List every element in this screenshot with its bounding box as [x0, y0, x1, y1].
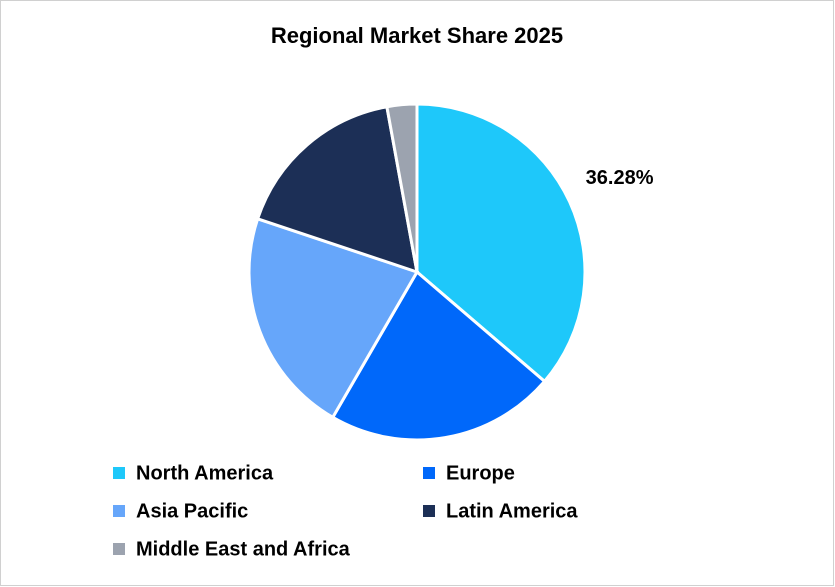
legend-marker: [113, 467, 125, 479]
legend-label: Latin America: [446, 500, 578, 522]
pie-slice: [330, 269, 547, 442]
legend-label: Middle East and Africa: [136, 538, 351, 560]
data-label: 36.28%: [586, 167, 654, 189]
legend-label: Asia Pacific: [136, 500, 248, 522]
pie-slice: [415, 102, 587, 384]
legend-label: North America: [136, 462, 274, 484]
pie-slice: [385, 102, 419, 273]
legend-label: Europe: [446, 462, 515, 484]
legend-marker: [113, 543, 125, 555]
chart-title: Regional Market Share 2025: [271, 23, 563, 48]
pie-slice: [255, 104, 419, 275]
legend-marker: [423, 467, 435, 479]
legend-marker: [423, 505, 435, 517]
pie-slice: [247, 216, 420, 420]
legend-marker: [113, 505, 125, 517]
